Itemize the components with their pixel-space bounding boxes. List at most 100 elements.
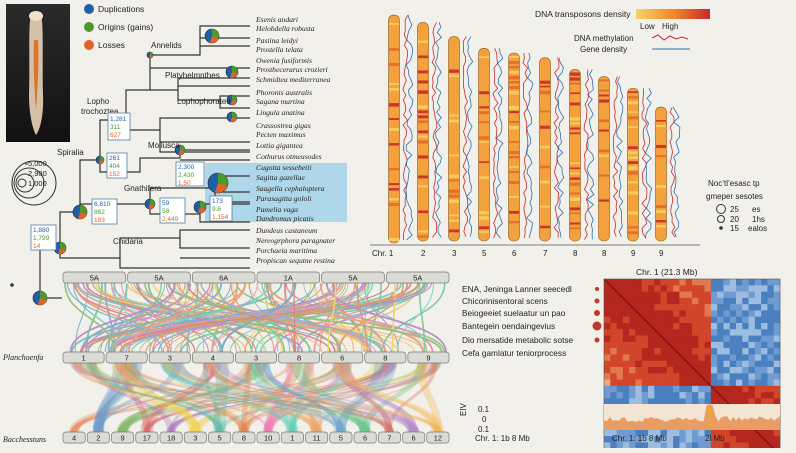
- synteny-ribbon: [264, 363, 429, 432]
- node-pie: [193, 200, 207, 214]
- clade-spiralia: Spiralia: [57, 148, 84, 157]
- synteny-ribbon: [166, 363, 440, 432]
- species-label: Saagella cephaloptera: [256, 184, 325, 193]
- synteny-ribbon: [118, 363, 344, 432]
- chromosome-label: 8: [573, 249, 578, 258]
- size-legend-1000: 1,000: [28, 179, 47, 188]
- synteny-ribbon: [266, 282, 425, 353]
- synteny-bullet-icon: [10, 283, 14, 287]
- synteny-segment: 9: [111, 431, 135, 444]
- svg-text:152: 152: [109, 171, 120, 178]
- synteny-ribbon: [313, 363, 437, 432]
- synteny-ribbon: [262, 363, 345, 432]
- node-pie: [144, 198, 156, 210]
- node-pie: [95, 155, 105, 165]
- synteny-ribbon: [89, 363, 176, 432]
- svg-text:6,810: 6,810: [94, 201, 111, 208]
- chromosome-label: 3: [452, 249, 457, 258]
- synteny-segment-label: 3: [254, 354, 258, 363]
- go-term: ENA, Jeninga Lanner seecedl: [462, 284, 572, 294]
- species-label: Porchaeia maritima: [255, 246, 317, 255]
- species-label: Dundeus castaneum: [255, 226, 318, 235]
- synteny-ribbon: [344, 363, 393, 432]
- synteny-segment-label: 6: [412, 434, 416, 443]
- species-label: Cugotta sessebetii: [256, 163, 311, 172]
- chromosome: [539, 57, 565, 242]
- methylation-track: [669, 106, 676, 238]
- synteny-segment: 4: [191, 351, 234, 364]
- svg-text:58: 58: [162, 208, 170, 215]
- synteny-ribbon: [124, 363, 198, 432]
- synteny-segment-label: 4: [211, 354, 215, 363]
- chromosome: [417, 22, 443, 242]
- synteny-ribbon: [387, 363, 438, 432]
- synteny-ribbon: [118, 363, 266, 432]
- synteny-ribbon: [115, 363, 323, 432]
- synteny-ribbon: [397, 282, 434, 353]
- species-label: Sagana martina: [256, 97, 305, 106]
- synteny-ribbon: [109, 282, 341, 353]
- synteny-ribbon: [145, 282, 337, 353]
- synteny-segment-label: 12: [434, 434, 442, 443]
- methylation-track: [431, 22, 438, 238]
- synteny-segment-label: 5A: [154, 274, 163, 283]
- methylation-track: [553, 57, 560, 238]
- svg-text:9.6: 9.6: [212, 206, 221, 213]
- methylation-track: [402, 14, 409, 241]
- species-label: Pamelia vaga: [255, 205, 298, 214]
- synteny-ribbon: [179, 282, 258, 353]
- synteny-segment-label: 6A: [219, 274, 228, 283]
- synteny-ribbon: [107, 282, 128, 353]
- synteny-ribbon: [163, 363, 443, 432]
- species-label: Propiscan sequtne restina: [255, 256, 335, 265]
- synteny-ribbon: [360, 363, 426, 432]
- clade-trochozoa: trochoztea: [81, 107, 119, 116]
- synteny-segment: 5A: [321, 271, 385, 284]
- heatmap-yaxis-label: EIV: [459, 402, 468, 416]
- species-label: Crassostrea gigas: [256, 121, 311, 130]
- synteny-ribbon: [70, 363, 343, 432]
- clade-annelida: Annelids: [151, 41, 182, 50]
- synteny-ribbon: [293, 282, 296, 353]
- synteny-ribbon: [319, 282, 386, 353]
- duplication-dot-icon: [84, 4, 94, 14]
- synteny-ribbon: [249, 363, 370, 432]
- synteny-ribbon: [113, 282, 390, 353]
- synteny-ribbon: [171, 363, 420, 432]
- right-count-box: 173 9.6 1,154: [209, 195, 233, 222]
- synteny-ribbon: [144, 363, 217, 432]
- gene-density-track: [434, 22, 443, 238]
- synteny-ribbon: [143, 363, 350, 432]
- svg-text:2,430: 2,430: [178, 172, 195, 179]
- synteny-ribbon: [207, 363, 323, 432]
- node-count-box-2: 261 404 152: [106, 152, 128, 179]
- synteny-ribbon: [418, 282, 426, 353]
- synteny-ribbon: [314, 282, 355, 353]
- synteny-ribbon: [255, 282, 374, 353]
- synteny-ribbon: [143, 363, 387, 432]
- gene-density-track: [466, 36, 474, 237]
- synteny-segment: 1: [280, 431, 304, 444]
- synteny-ribbon: [261, 363, 345, 432]
- synteny-segment-label: 9: [121, 434, 125, 443]
- svg-text:59: 59: [162, 200, 170, 207]
- synteny-ribbon: [202, 363, 395, 432]
- species-label: Pecten maximus: [255, 130, 306, 139]
- gene-density-track: [616, 76, 624, 237]
- synteny-segment: 8: [232, 431, 256, 444]
- clade-platyhelminthes: Platyhelmnthes: [165, 71, 220, 80]
- synteny-ribbon: [256, 363, 320, 432]
- synteny-ribbon: [290, 363, 372, 432]
- heatmap-title: Chr. 1 (21.3 Mb): [636, 267, 698, 277]
- svg-text:es: es: [752, 205, 760, 214]
- svg-text:311: 311: [110, 124, 121, 131]
- synteny-segment: 6A: [191, 271, 256, 284]
- synteny-segment-label: 7: [125, 354, 129, 363]
- species-label: Owenia fusiformis: [256, 56, 312, 65]
- synteny-ribbon: [381, 282, 446, 353]
- synteny-segment-label: 8: [383, 354, 387, 363]
- synteny-ribbon: [238, 363, 302, 432]
- node-pie: [32, 290, 48, 306]
